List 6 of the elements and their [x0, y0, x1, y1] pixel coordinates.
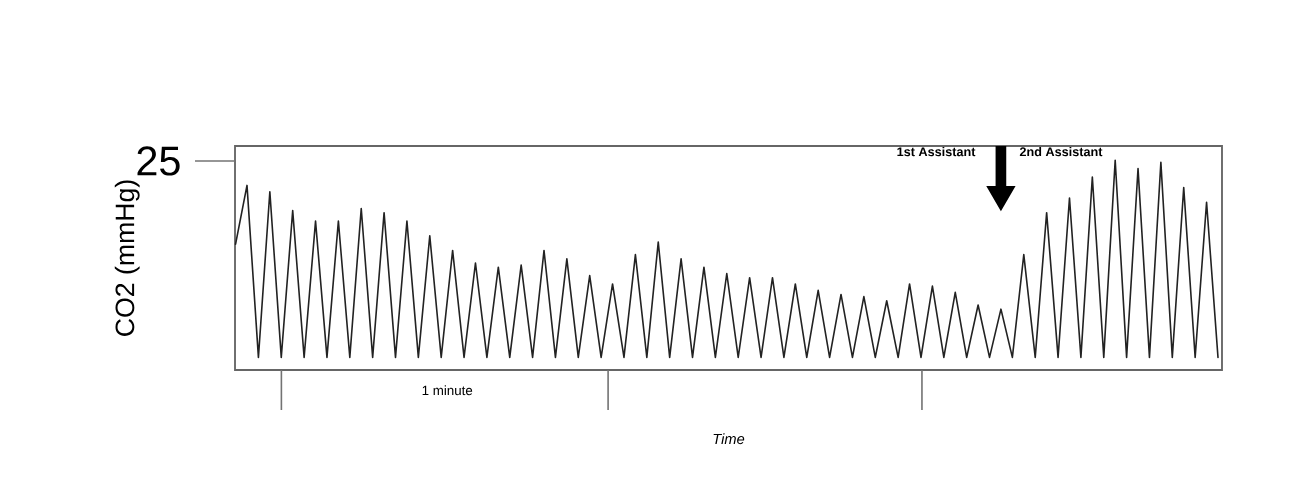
text: 1st Assistant: [897, 146, 976, 157]
text: 2nd Assistant: [1019, 146, 1103, 157]
x-axis-title: Time: [713, 433, 745, 445]
text: 1 minute: [422, 385, 473, 396]
y-axis-title: CO2 (mmHg): [114, 180, 140, 336]
text: 25: [137, 146, 180, 176]
